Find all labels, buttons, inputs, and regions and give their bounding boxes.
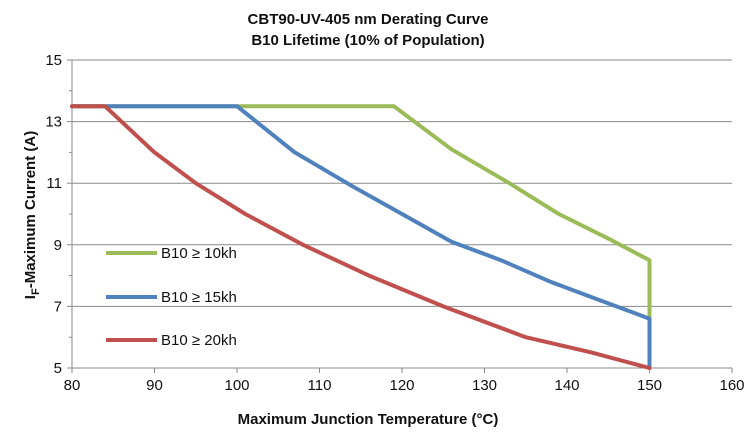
series-lines [70,104,652,370]
legend-label-3: B10 ≥ 20kh [161,332,237,349]
x-tick-label: 130 [472,377,497,394]
x-axis-title: Maximum Junction Temperature (°C) [238,411,499,428]
series-line-3 [70,104,652,370]
y-tick-labels: 5 7 9 11 13 15 [45,52,62,377]
y-axis-title-main: I [22,295,39,299]
y-axis-title-rest: -Maximum Current (A) [22,131,39,289]
x-tick-label: 90 [146,377,163,394]
y-tick-label: 13 [45,114,62,131]
series-line-2 [70,104,652,370]
grid-lines [72,59,732,307]
chart-subtitle: B10 Lifetime (10% of Population) [251,32,484,49]
y-tick-label: 11 [46,175,62,192]
x-tick-label: 140 [554,377,579,394]
chart-title: CBT90-UV-405 nm Derating Curve [248,11,489,28]
axes [67,59,733,373]
x-tick-label: 80 [64,377,81,394]
legend: B10 ≥ 10kh B10 ≥ 15kh B10 ≥ 20kh [106,245,237,349]
series-line-1 [70,104,652,370]
y-axis-title: IF-Maximum Current (A) [22,131,42,299]
x-tick-label: 100 [224,377,249,394]
y-tick-label: 9 [54,237,62,254]
y-tick-label: 15 [45,52,62,69]
x-tick-label: 150 [637,377,662,394]
x-tick-labels: 80 90 100 110 120 130 140 150 160 [64,377,745,394]
y-tick-label: 5 [54,360,62,377]
x-tick-label: 120 [389,377,414,394]
legend-label-2: B10 ≥ 15kh [161,289,237,306]
x-tick-label: 160 [719,377,744,394]
legend-label-1: B10 ≥ 10kh [161,245,237,262]
y-tick-label: 7 [54,298,62,315]
y-axis-title-subscript: F [30,288,42,295]
x-tick-label: 110 [308,377,332,394]
